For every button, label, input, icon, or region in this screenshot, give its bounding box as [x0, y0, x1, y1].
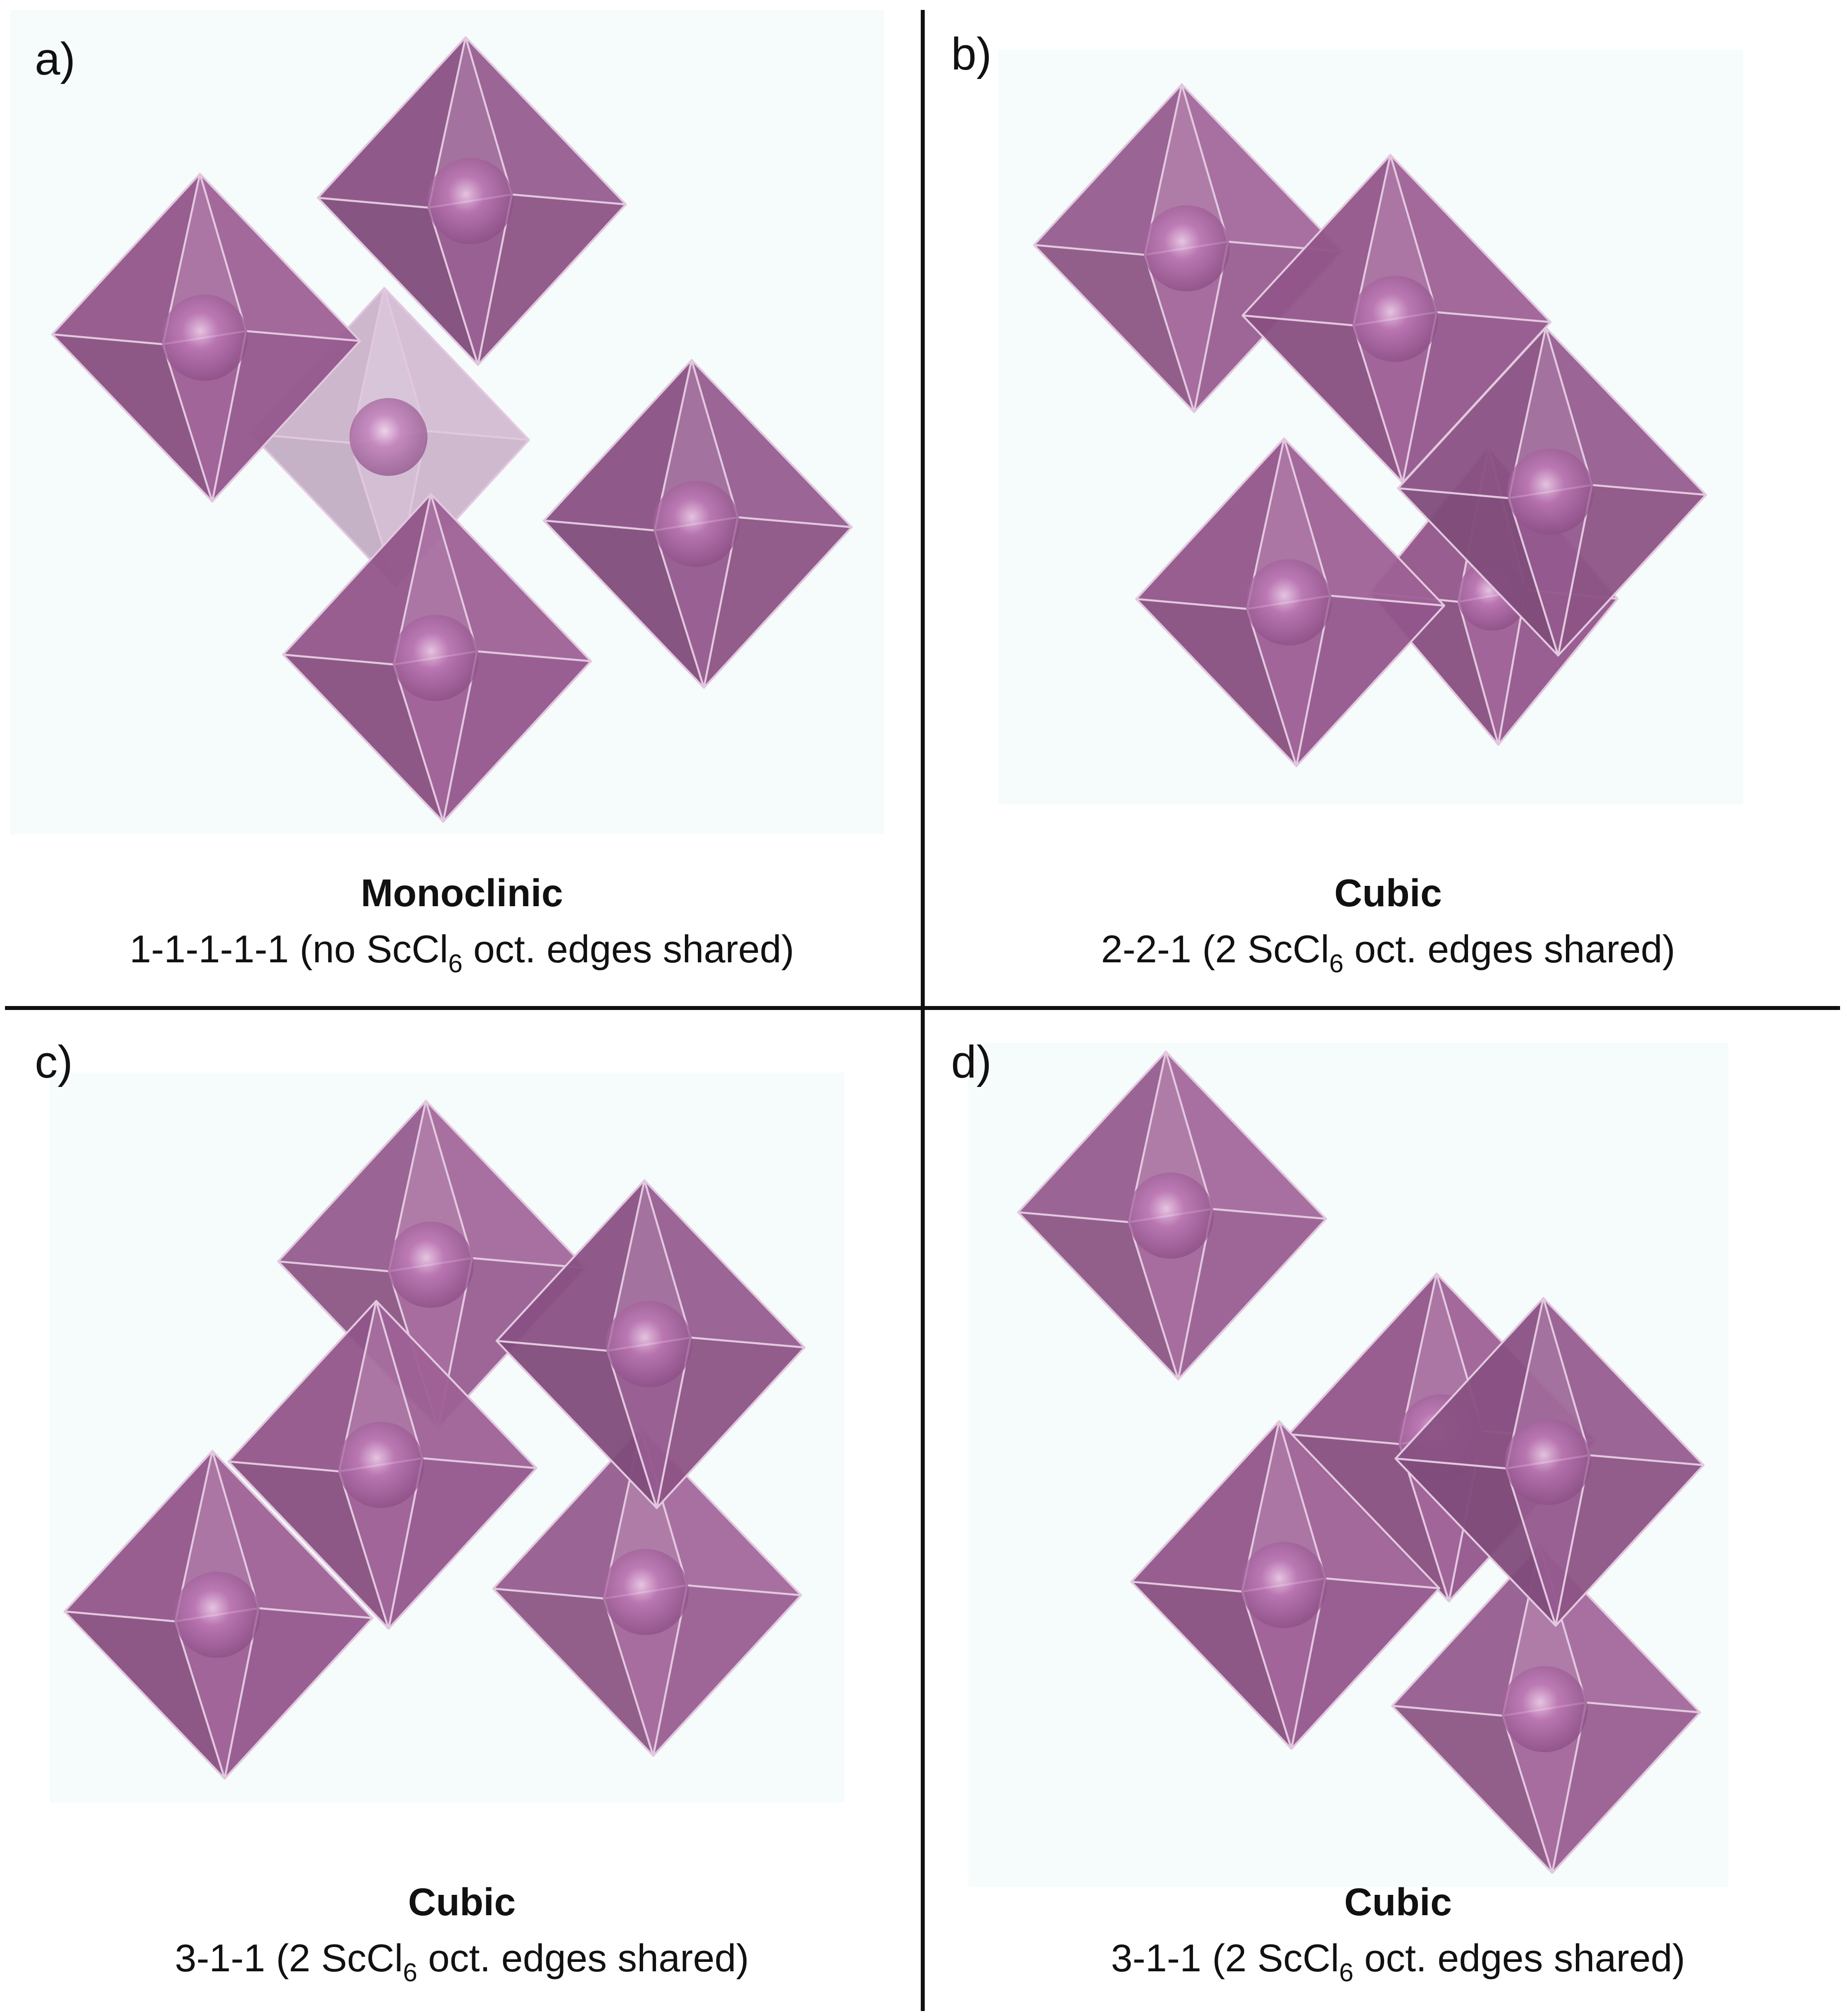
panel-a-octahedron	[282, 493, 592, 823]
panel-a-subscript: 6	[448, 949, 462, 978]
scandium-sphere	[606, 1301, 692, 1387]
panel-c-octahedron	[64, 1450, 373, 1780]
panel-b-subtitle-prefix: 2-2-1 (2 ScCl	[1101, 927, 1329, 971]
panel-b-label: b)	[951, 29, 992, 79]
panel-b-title: Cubic	[1334, 871, 1442, 915]
scandium-sphere	[1241, 1542, 1327, 1628]
panel-b-subscript: 6	[1329, 949, 1343, 978]
scandium-sphere	[653, 481, 739, 567]
scandium-sphere	[1143, 205, 1230, 291]
panel-a-subtitle: 1-1-1-1-1 (no ScCl6 oct. edges shared)	[130, 927, 794, 978]
panel-d-octahedron	[1130, 1420, 1440, 1750]
panel-d-octahedron	[1017, 1051, 1327, 1380]
scandium-sphere	[1501, 1666, 1588, 1752]
panel-d-octahedron	[1391, 1544, 1701, 1874]
scandium-sphere	[1507, 448, 1594, 535]
panel-a-octahedron	[543, 359, 853, 689]
panel-a-octahedron	[51, 173, 361, 503]
panel-c-subtitle: 3-1-1 (2 ScCl6 oct. edges shared)	[175, 1936, 749, 1987]
scandium-sphere	[427, 158, 514, 244]
panel-a-subtitle-prefix: 1-1-1-1-1 (no ScCl	[130, 927, 448, 971]
panel-a-octahedron	[317, 36, 627, 366]
scandium-sphere	[338, 1422, 424, 1508]
scandium-sphere	[349, 398, 428, 476]
panel-b-octahedron	[1397, 327, 1707, 656]
panel-d-subtitle: 3-1-1 (2 ScCl6 oct. edges shared)	[1111, 1936, 1685, 1987]
scandium-sphere	[602, 1549, 689, 1635]
panel-c-octahedra	[64, 1100, 806, 1780]
panel-d-title: Cubic	[1344, 1880, 1452, 1924]
panel-c-label: c)	[35, 1037, 73, 1087]
panel-c-octahedron	[496, 1179, 806, 1509]
panel-b-subtitle: 2-2-1 (2 ScCl6 oct. edges shared)	[1101, 927, 1675, 978]
panel-c-octahedron	[492, 1427, 802, 1757]
panel-a-title: Monoclinic	[361, 871, 563, 915]
scandium-sphere	[392, 615, 479, 701]
panel-b-octahedra	[1033, 83, 1707, 767]
panel-b-octahedron	[1135, 437, 1445, 767]
scandium-sphere	[1127, 1172, 1214, 1259]
panel-b-subtitle-suffix: oct. edges shared)	[1343, 927, 1675, 971]
panel-b-octahedron	[1242, 154, 1551, 484]
panel-a-label: a)	[35, 34, 75, 84]
panel-d-octahedra	[1017, 1051, 1704, 1874]
scandium-sphere	[1505, 1419, 1591, 1505]
panel-c-subtitle-suffix: oct. edges shared)	[417, 1936, 749, 1980]
scandium-sphere	[1352, 276, 1438, 362]
panel-d-subscript: 6	[1339, 1958, 1353, 1987]
panel-c-octahedron	[227, 1300, 537, 1630]
scandium-sphere	[161, 294, 248, 381]
panel-c-subtitle-prefix: 3-1-1 (2 ScCl	[175, 1936, 403, 1980]
panel-a-subtitle-suffix: oct. edges shared)	[462, 927, 794, 971]
panel-c-title: Cubic	[408, 1880, 516, 1924]
panel-a-octahedra	[51, 36, 853, 823]
scandium-sphere	[387, 1222, 474, 1308]
panel-d-label: d)	[951, 1037, 992, 1087]
scandium-sphere	[1246, 559, 1332, 646]
panel-c-subscript: 6	[403, 1958, 417, 1987]
panel-d-subtitle-prefix: 3-1-1 (2 ScCl	[1111, 1936, 1339, 1980]
panel-d-subtitle-suffix: oct. edges shared)	[1353, 1936, 1685, 1980]
scandium-sphere	[174, 1572, 260, 1658]
panel-d-octahedron	[1395, 1297, 1704, 1627]
